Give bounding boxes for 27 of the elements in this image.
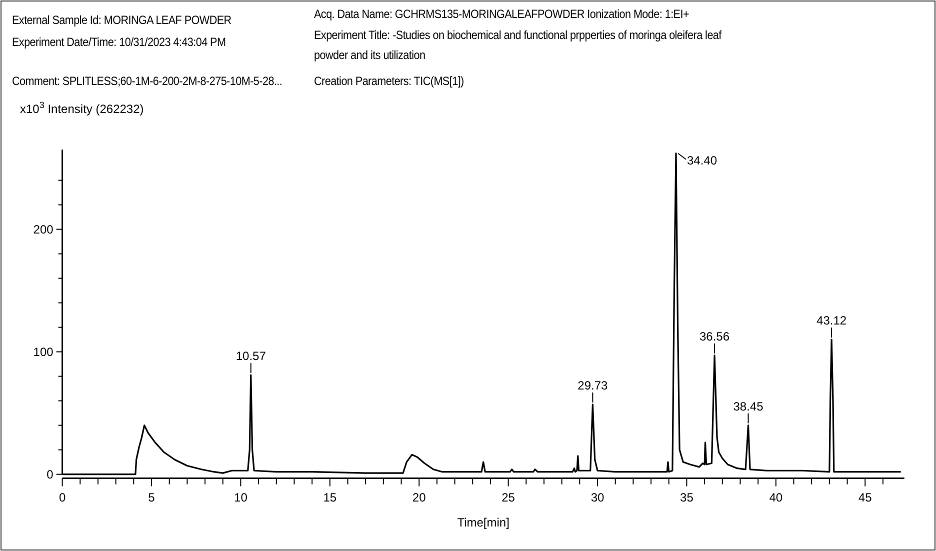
text: Acq. Data Name: GCHRMS135-MORINGALEAFPOWDER Ionization Mode: 1:EI+	[314, 6, 690, 23]
y-axis-title: x10$^{3}$ Intensity (262232)	[20, 100, 144, 116]
x-tick-label: 10	[234, 490, 248, 504]
text: External Sample Id: MORINGA LEAF POWDER	[12, 12, 232, 29]
y-tick-label: 200	[33, 222, 54, 236]
x-tick-label: 5	[148, 490, 156, 504]
text: Creation Parameters: TIC(MS[1])	[314, 73, 465, 90]
annotation: 43.12	[816, 314, 847, 328]
annotation: 38.45	[733, 399, 764, 414]
x-tick-label: 25	[502, 490, 516, 504]
x-tick-label: 0	[58, 490, 66, 504]
x-tick-label: 15	[323, 490, 337, 504]
y-tick-label: 100	[33, 344, 54, 359]
text: Experiment Title: -Studies on biochemical and functional prpperties of moringa oleifera leaf powder and its utilization	[314, 27, 723, 64]
annotation: 29.73	[578, 378, 608, 392]
text: Experiment Date/Time: 10/31/2023 4:43:04 PM	[12, 34, 227, 51]
annotation: 34.40	[686, 153, 718, 168]
text: Comment: SPLITLESS;60-1M-6-200-2M-8-275-10M-5-28...	[12, 73, 284, 90]
y-tick-label: 0	[46, 467, 54, 482]
x-axis-title: Time[min]	[457, 515, 510, 530]
x-tick-label: 20	[412, 490, 426, 504]
x-tick-label: 35	[680, 490, 694, 504]
x-tick-label: 45	[858, 490, 872, 504]
x-tick-label: 30	[590, 490, 604, 504]
annotation: 10.57	[236, 349, 266, 364]
x-tick-label: 40	[769, 490, 783, 504]
annotation: 36.56	[700, 329, 730, 344]
